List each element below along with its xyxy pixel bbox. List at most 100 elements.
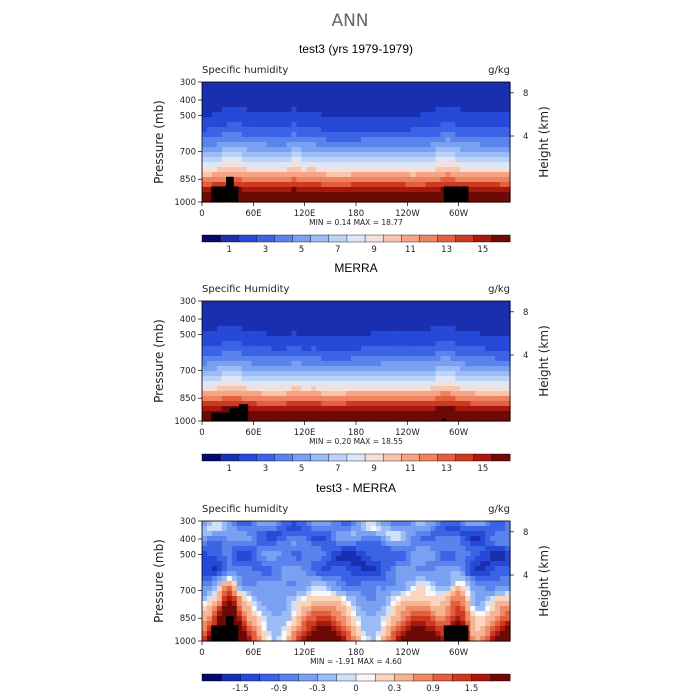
field-cell [226,301,233,307]
field-cell [226,561,233,567]
field-cell [236,87,243,93]
field-cell [415,351,422,357]
field-cell [216,391,223,397]
field-cell [380,391,387,397]
field-cell [271,107,278,113]
field-cell [241,546,248,552]
field-cell [351,311,357,317]
field-cell [241,177,248,183]
field-cell [365,187,372,193]
field-cell [281,132,288,138]
field-cell [226,586,233,592]
field-cell [455,556,461,562]
field-cell [202,601,208,607]
field-cell [475,411,481,417]
field-cell [321,631,327,637]
field-cell [316,341,322,347]
field-cell [420,576,427,582]
field-cell [445,621,451,627]
field-cell [445,561,451,567]
field-cell [410,391,417,397]
field-cell [390,621,397,627]
field-cell [405,182,412,188]
field-cell [321,142,327,148]
field-cell [365,411,372,417]
field-cell [400,581,407,587]
field-cell [216,571,223,577]
field-cell [455,376,461,382]
field-cell [460,541,466,547]
field-cell [475,192,481,198]
field-cell [346,381,352,387]
field-cell [495,416,501,422]
field-cell [256,187,263,193]
field-cell [211,526,218,532]
field-cell [490,182,496,188]
field-cell [460,521,466,527]
field-cell [435,596,442,602]
ytick-label: 850 [180,394,196,404]
land-block [226,615,234,641]
field-cell [380,361,387,367]
field-cell [331,192,337,198]
field-cell [301,336,307,342]
field-cell [475,521,481,527]
field-cell [485,416,491,422]
field-cell [420,311,427,317]
field-cell [465,92,471,98]
field-cell [370,157,377,163]
field-cell [490,142,496,148]
field-cell [202,187,208,193]
field-cell [460,546,466,552]
field-cell [216,112,223,118]
field-cell [410,636,417,642]
field-cell [435,112,442,118]
field-cell [256,616,263,622]
field-cell [251,526,258,532]
field-cell [331,406,337,412]
field-cell [266,556,273,562]
field-cell [321,326,327,332]
field-cell [226,147,233,153]
field-cell [202,346,208,352]
field-cell [281,616,288,622]
field-cell [306,561,312,567]
field-cell [385,167,392,173]
field-cell [311,626,317,632]
field-cell [470,396,476,402]
field-cell [206,132,213,138]
field-cell [226,82,233,88]
field-cell [410,351,417,357]
field-cell [356,571,362,577]
field-cell [356,152,362,158]
field-cell [331,107,337,113]
field-cell [346,102,352,108]
field-cell [395,556,402,562]
field-cell [241,122,248,128]
field-cell [226,167,233,173]
field-cell [400,112,407,118]
field-cell [351,616,357,622]
field-cell [495,361,501,367]
field-cell [256,551,263,557]
field-cell [221,376,228,382]
field-cell [405,172,412,178]
field-cell [276,162,283,168]
field-cell [211,321,218,327]
field-cell [202,301,208,307]
field-cell [316,92,322,98]
field-cell [331,581,337,587]
field-cell [395,326,402,332]
field-cell [356,142,362,148]
field-cell [336,187,342,193]
field-cell [450,406,456,412]
field-cell [236,187,243,193]
field-cell [360,356,367,362]
field-cell [296,616,302,622]
field-cell [226,611,233,617]
field-cell [415,97,422,103]
field-cell [296,381,302,387]
field-cell [460,306,466,312]
field-cell [485,406,491,412]
field-cell [415,137,422,143]
